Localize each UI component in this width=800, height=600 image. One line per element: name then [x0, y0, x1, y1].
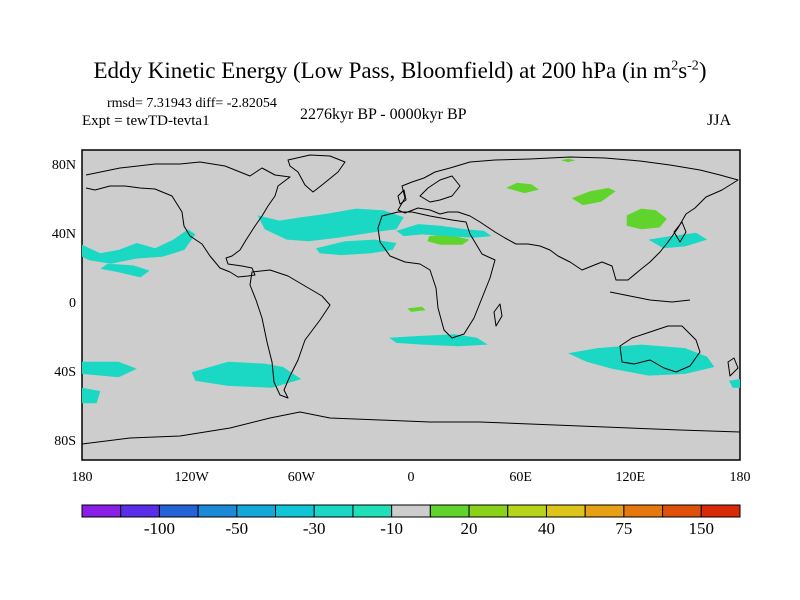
- colorbar-swatch: [352, 504, 393, 518]
- anomaly-region-4: [316, 239, 397, 256]
- colorbar-label: 20: [460, 519, 478, 538]
- anomaly-region-3: [257, 208, 404, 242]
- colorbar-swatch: [120, 504, 160, 518]
- anomaly-region-15: [389, 334, 488, 347]
- anomaly-regions: [82, 158, 740, 404]
- anomaly-region-6: [396, 224, 492, 238]
- x-tick-label: 0: [407, 470, 415, 485]
- colorbar-swatch: [429, 504, 470, 518]
- colorbar-label: -10: [380, 519, 403, 538]
- coastline-eurasia: [397, 156, 739, 281]
- x-tick-label: 120E: [615, 470, 646, 485]
- colorbar-swatch: [236, 504, 277, 518]
- anomaly-region-2: [100, 263, 150, 278]
- coastline-greenland: [287, 154, 346, 193]
- anomaly-region-10: [648, 232, 708, 249]
- coastline-north-america: [85, 161, 291, 278]
- x-tick-label: 120W: [174, 470, 209, 485]
- y-tick-label: 40S: [54, 364, 76, 380]
- anomaly-region-13: [82, 361, 137, 378]
- x-tick-label: 180: [71, 470, 93, 485]
- colorbar-label: -50: [225, 519, 249, 538]
- coastline-australia: [619, 325, 701, 373]
- anomaly-region-8: [571, 187, 616, 206]
- colorbar-swatch: [81, 504, 122, 518]
- coastlines: [82, 154, 740, 445]
- coastline-japan: [673, 221, 687, 243]
- anomaly-region-1: [82, 229, 196, 264]
- colorbar-swatch: [391, 504, 431, 518]
- map-frame: [81, 149, 741, 461]
- colorbar-swatch: [623, 504, 664, 518]
- x-tick-label: 180: [729, 470, 751, 485]
- colorbar-swatch: [584, 504, 625, 518]
- coastline-new-zealand: [727, 357, 739, 377]
- x-tick-label: 60W: [287, 470, 315, 485]
- anomaly-region-17: [729, 379, 740, 388]
- colorbar-swatch: [507, 504, 547, 518]
- colorbar-swatch: [468, 504, 509, 518]
- colorbar-swatch: [197, 504, 238, 518]
- colorbar-swatch: [158, 504, 199, 518]
- colorbar-swatch: [275, 504, 315, 518]
- anomaly-region-18: [407, 306, 426, 312]
- colorbar-label: -30: [302, 519, 326, 538]
- anomaly-region-11: [560, 158, 576, 163]
- colorbar-swatch: [313, 504, 354, 518]
- coastline-south-america: [249, 269, 331, 399]
- season-label: JJA: [707, 112, 732, 129]
- colorbar-swatch: [662, 504, 702, 518]
- x-tick-label: 60E: [509, 470, 532, 485]
- colorbar-swatch: [545, 504, 586, 518]
- colorbar: [81, 504, 741, 518]
- coastline-uk: [397, 189, 407, 205]
- period-label: 2276kyr BP - 0000kyr BP: [300, 106, 467, 123]
- anomaly-region-14: [82, 387, 101, 404]
- colorbar-label: 150: [688, 519, 715, 538]
- anomaly-region-5: [427, 234, 470, 245]
- coastline-antarctica: [82, 411, 740, 445]
- colorbar-label: -100: [143, 519, 175, 538]
- stats-line: rmsd= 7.31943 diff= -2.82054: [107, 96, 277, 111]
- coastline-indonesia: [609, 291, 691, 303]
- y-tick-label: 0: [69, 296, 76, 311]
- coastline-africa: [377, 211, 496, 339]
- y-tick-label: 80S: [54, 433, 76, 449]
- coastline-madagascar: [493, 303, 503, 327]
- anomaly-region-16: [568, 344, 715, 376]
- y-tick-label: 80N: [51, 158, 76, 174]
- coastline-scandinavia: [419, 175, 461, 203]
- colorbar-swatch: [700, 504, 741, 518]
- anomaly-region-9: [626, 208, 667, 230]
- anomaly-region-7: [506, 182, 539, 194]
- colorbar-label: 40: [537, 519, 555, 538]
- y-tick-label: 40N: [51, 227, 76, 243]
- experiment-label: Expt = tewTD-tevta1: [82, 113, 210, 129]
- colorbar-label: 75: [615, 519, 633, 538]
- chart-title: Eddy Kinetic Energy (Low Pass, Bloomfiel…: [93, 58, 707, 83]
